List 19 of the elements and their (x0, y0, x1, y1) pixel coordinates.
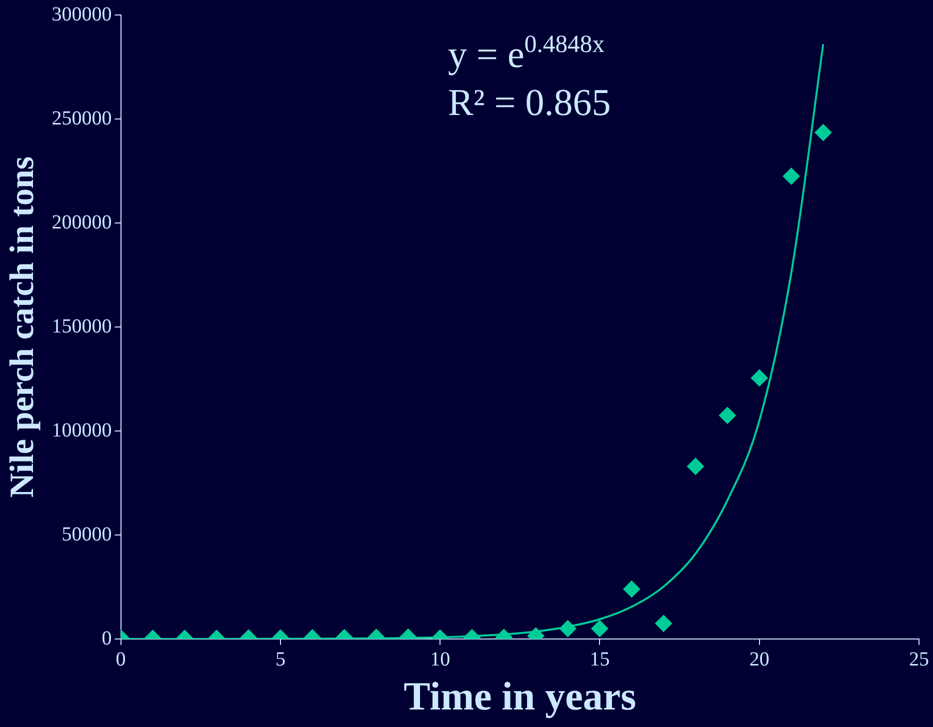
x-tick-label: 15 (590, 648, 610, 670)
x-tick-label: 10 (430, 648, 450, 670)
x-tick-label: 25 (909, 648, 929, 670)
annotation: R² = 0.865 (448, 82, 611, 124)
x-tick-label: 0 (116, 648, 126, 670)
y-axis-title: Nile perch catch in tons (4, 156, 42, 498)
y-tick-label: 150000 (52, 315, 112, 338)
y-tick-label: 300000 (52, 3, 112, 26)
x-tick-label: 20 (749, 648, 770, 670)
y-tick-label: 50000 (62, 523, 112, 546)
y-tick-label: 200000 (52, 211, 112, 234)
point (782, 168, 800, 185)
y-tick-label: 100000 (52, 419, 112, 442)
x-tick-label: 5 (275, 648, 286, 670)
point (750, 369, 768, 386)
y-tick-label: 0 (102, 627, 112, 650)
y-tick-label: 250000 (52, 107, 112, 130)
point (814, 124, 832, 142)
x-axis-title: Time in years (404, 673, 636, 718)
